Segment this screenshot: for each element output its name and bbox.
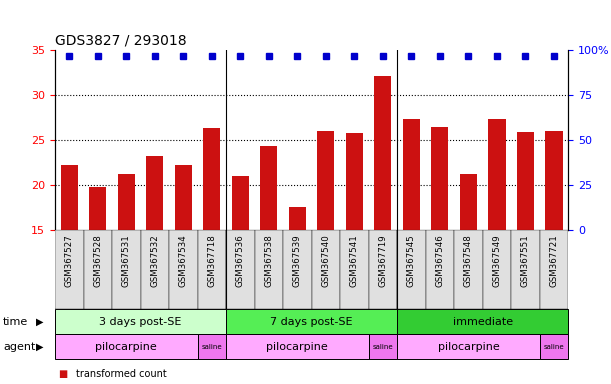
Text: GDS3827 / 293018: GDS3827 / 293018 — [55, 34, 186, 48]
Text: pilocarpine: pilocarpine — [95, 341, 157, 352]
Bar — [60, 166, 78, 230]
Text: GSM367536: GSM367536 — [236, 234, 245, 287]
Bar — [540, 230, 568, 309]
Bar — [460, 174, 477, 230]
Text: GSM367549: GSM367549 — [492, 234, 502, 287]
Text: pilocarpine: pilocarpine — [266, 341, 328, 352]
Text: GSM367528: GSM367528 — [93, 234, 102, 287]
Bar — [226, 309, 397, 334]
Bar — [260, 146, 277, 230]
Bar — [55, 309, 226, 334]
Bar — [146, 156, 163, 230]
Bar — [546, 131, 563, 230]
Text: immediate: immediate — [453, 316, 513, 327]
Text: GSM367721: GSM367721 — [549, 234, 558, 287]
Bar — [312, 230, 340, 309]
Text: saline: saline — [373, 344, 393, 349]
Text: GSM367718: GSM367718 — [207, 234, 216, 287]
Text: GSM367538: GSM367538 — [265, 234, 273, 287]
Bar — [169, 230, 197, 309]
Text: GSM367534: GSM367534 — [179, 234, 188, 287]
Bar — [141, 230, 169, 309]
Text: GSM367551: GSM367551 — [521, 234, 530, 287]
Text: GSM367539: GSM367539 — [293, 234, 302, 287]
Text: saline: saline — [202, 344, 222, 349]
Bar — [368, 230, 397, 309]
Bar — [375, 76, 392, 230]
Bar — [340, 230, 368, 309]
Bar — [540, 334, 568, 359]
Bar — [55, 334, 197, 359]
Bar — [226, 230, 255, 309]
Text: GSM367548: GSM367548 — [464, 234, 473, 287]
Bar — [511, 230, 540, 309]
Text: GSM367546: GSM367546 — [436, 234, 444, 287]
Text: GSM367545: GSM367545 — [407, 234, 416, 287]
Bar — [89, 187, 106, 230]
Bar — [55, 230, 84, 309]
Bar — [517, 132, 534, 230]
Text: saline: saline — [544, 344, 565, 349]
Bar — [403, 119, 420, 230]
Text: GSM367531: GSM367531 — [122, 234, 131, 287]
Bar — [397, 309, 568, 334]
Bar — [368, 334, 397, 359]
Bar — [118, 174, 135, 230]
Bar — [255, 230, 283, 309]
Text: transformed count: transformed count — [76, 369, 167, 379]
Bar — [397, 334, 540, 359]
Text: ■: ■ — [58, 369, 67, 379]
Text: ▶: ▶ — [36, 341, 43, 352]
Text: GSM367540: GSM367540 — [321, 234, 331, 287]
Bar — [232, 176, 249, 230]
Text: GSM367527: GSM367527 — [65, 234, 74, 287]
Text: agent: agent — [3, 341, 35, 352]
Bar — [483, 230, 511, 309]
Bar — [317, 131, 334, 230]
Bar — [197, 230, 226, 309]
Text: ▶: ▶ — [36, 316, 43, 327]
Text: time: time — [3, 316, 28, 327]
Bar — [84, 230, 112, 309]
Bar — [488, 119, 505, 230]
Text: pilocarpine: pilocarpine — [437, 341, 499, 352]
Bar — [112, 230, 141, 309]
Bar — [289, 207, 306, 230]
Bar — [397, 230, 426, 309]
Bar — [283, 230, 312, 309]
Bar — [197, 334, 226, 359]
Bar — [226, 334, 368, 359]
Text: 3 days post-SE: 3 days post-SE — [100, 316, 181, 327]
Bar — [203, 128, 221, 230]
Text: GSM367541: GSM367541 — [350, 234, 359, 287]
Text: 7 days post-SE: 7 days post-SE — [270, 316, 353, 327]
Bar — [175, 166, 192, 230]
Bar — [431, 127, 448, 230]
Bar — [454, 230, 483, 309]
Bar — [426, 230, 454, 309]
Text: GSM367532: GSM367532 — [150, 234, 159, 287]
Text: GSM367719: GSM367719 — [378, 234, 387, 287]
Bar — [346, 133, 363, 230]
